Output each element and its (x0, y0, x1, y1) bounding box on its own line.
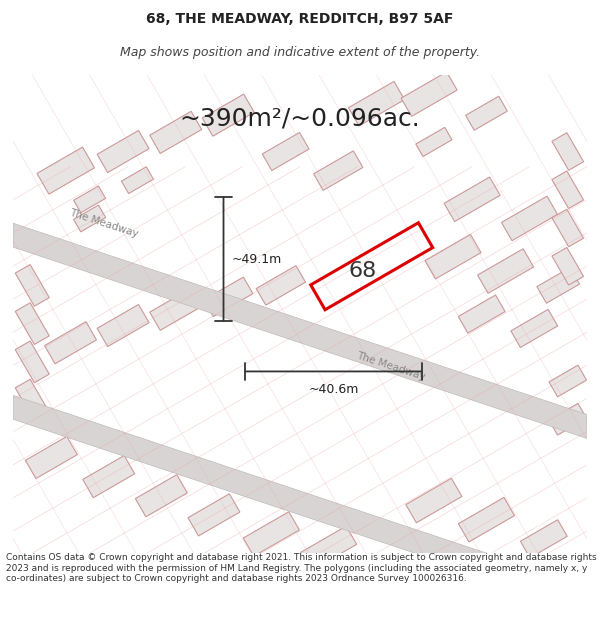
Polygon shape (13, 396, 587, 611)
Polygon shape (121, 167, 154, 194)
Polygon shape (150, 111, 202, 154)
Text: Contains OS data © Crown copyright and database right 2021. This information is : Contains OS data © Crown copyright and d… (6, 553, 596, 583)
Polygon shape (401, 72, 457, 116)
Polygon shape (406, 478, 462, 522)
Polygon shape (520, 520, 567, 558)
Polygon shape (150, 288, 202, 331)
Polygon shape (202, 94, 254, 136)
Polygon shape (444, 177, 500, 222)
Text: The Meadway: The Meadway (355, 351, 427, 382)
Polygon shape (552, 248, 584, 285)
Polygon shape (552, 209, 584, 247)
Polygon shape (301, 526, 357, 571)
Polygon shape (136, 474, 187, 517)
Polygon shape (13, 223, 587, 438)
Polygon shape (97, 131, 149, 173)
Polygon shape (44, 322, 97, 364)
Polygon shape (256, 266, 305, 305)
Text: 68: 68 (348, 261, 376, 281)
Polygon shape (349, 81, 404, 126)
Text: ~390m²/~0.096ac.: ~390m²/~0.096ac. (179, 106, 421, 130)
Polygon shape (15, 341, 49, 382)
Polygon shape (243, 512, 299, 556)
Polygon shape (74, 205, 106, 232)
Polygon shape (552, 132, 584, 170)
Polygon shape (188, 494, 240, 536)
Polygon shape (15, 264, 49, 306)
Polygon shape (552, 171, 584, 209)
Text: The Meadway: The Meadway (68, 208, 140, 239)
Text: 68, THE MEADWAY, REDDITCH, B97 5AF: 68, THE MEADWAY, REDDITCH, B97 5AF (146, 12, 454, 26)
Polygon shape (425, 234, 481, 279)
Polygon shape (97, 304, 149, 347)
Polygon shape (458, 498, 515, 542)
Polygon shape (15, 379, 49, 421)
Polygon shape (37, 147, 94, 194)
Polygon shape (25, 436, 77, 479)
Polygon shape (458, 295, 505, 333)
Text: ~49.1m: ~49.1m (231, 253, 281, 266)
Polygon shape (549, 403, 587, 435)
Polygon shape (502, 196, 557, 241)
Polygon shape (74, 186, 106, 213)
Text: ~40.6m: ~40.6m (308, 383, 359, 396)
Polygon shape (314, 151, 363, 191)
Polygon shape (549, 365, 587, 397)
Polygon shape (203, 277, 253, 317)
Polygon shape (478, 249, 533, 293)
Polygon shape (15, 302, 49, 344)
Text: Map shows position and indicative extent of the property.: Map shows position and indicative extent… (120, 46, 480, 59)
Polygon shape (83, 456, 135, 498)
Polygon shape (537, 268, 580, 303)
Polygon shape (511, 309, 557, 348)
Polygon shape (416, 127, 452, 156)
Polygon shape (466, 96, 508, 130)
Polygon shape (262, 132, 309, 171)
